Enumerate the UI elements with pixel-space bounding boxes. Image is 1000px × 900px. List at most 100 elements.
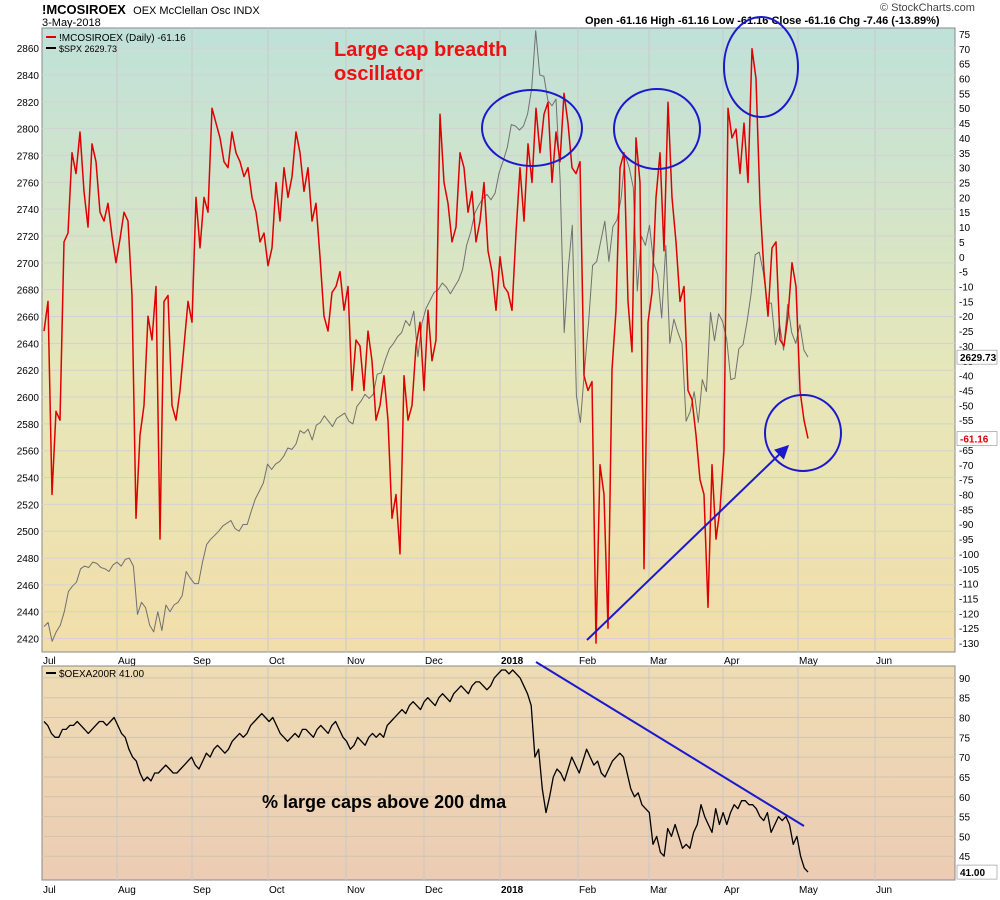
right-axis-tick-label: -65 [959,446,974,457]
x-axis-tick-label: Mar [650,656,668,667]
right-axis-tick-label: -85 [959,505,974,516]
x-axis-tick-label: Feb [579,656,597,667]
right-axis-tick-label: 50 [959,104,971,115]
right-axis-tick-label: 75 [959,733,971,744]
right-axis-tick-label: -25 [959,327,974,338]
left-axis-tick-label: 2460 [17,581,40,592]
right-axis-tick-label: 85 [959,694,971,705]
highlight-circle-mar [613,88,701,170]
chart-date: 3-May-2018 [42,17,101,29]
quote-line: Open -61.16 High -61.16 Low -61.16 Close… [585,15,940,27]
right-axis-tick-label: 55 [959,89,971,100]
x-axis-tick-label: Aug [118,656,136,667]
right-axis-tick-label: -75 [959,476,974,487]
right-axis-tick-label: 50 [959,832,971,843]
x-axis-tick-label: Oct [269,885,285,896]
x-axis-tick-label: Jul [43,656,56,667]
right-axis-tick-label: 10 [959,223,971,234]
left-axis-tick-label: 2420 [17,635,40,646]
x-axis-tick-label: Jun [876,885,892,896]
right-axis-tick-label: 45 [959,852,971,863]
left-axis-tick-label: 2580 [17,420,40,431]
right-axis-tick-label: 60 [959,793,971,804]
x-axis-tick-label: Sep [193,656,211,667]
legend-pct-label: $OEXA200R 41.00 [59,669,144,680]
left-axis-tick-label: 2820 [17,98,40,109]
pct-above-200dma-line [43,669,809,873]
right-axis-tick-label: -125 [959,624,979,635]
left-axis-tick-label: 2640 [17,339,40,350]
legend-osc-label: !MCOSIROEX (Daily) -61.16 [59,33,186,44]
right-axis-tick-label: -120 [959,609,979,620]
pct-last-value-tag-box [956,864,998,880]
right-axis-tick-label: 35 [959,149,971,160]
bottom-panel: 45 50 55 60 65 70 75 80 85 90 Jul Aug Sep Oct Nov Dec 20… [41,665,998,896]
right-axis-tick-label: 60 [959,75,971,86]
right-axis-tick-label: -70 [959,461,974,472]
right-axis-tick-label: 25 [959,179,971,190]
osc-last-value-tag-box [956,431,998,446]
x-axis-tick-label: Feb [579,885,597,896]
left-axis-tick-label: 2780 [17,151,40,162]
osc-last-value-tag: -61.16 [960,435,989,446]
pct-last-value-tag: 41.00 [960,868,985,879]
right-axis-tick-label: -50 [959,401,974,412]
legend-spx-label: $SPX 2629.73 [59,44,117,54]
trend-arrow-up [586,445,790,641]
left-axis-tick-label: 2620 [17,366,40,377]
right-axis-tick-label: 80 [959,714,971,725]
x-axis-tick-label: Nov [347,656,365,667]
x-axis-tick-label: Dec [425,885,443,896]
right-axis-tick-label: 65 [959,60,971,71]
oscillator-line [43,48,809,644]
right-axis-tick-label: -100 [959,550,979,561]
chart-header-symbol: !MCOSIROEX OEX McClellan Osc INDX [42,2,260,17]
x-axis-tick-label: May [799,656,818,667]
x-axis-tick-label: Jul [43,885,56,896]
right-axis-tick-label: -5 [959,268,968,279]
right-axis-tick-label: 20 [959,193,971,204]
x-axis-tick-label: May [799,885,818,896]
left-axis-tick-label: 2520 [17,500,40,511]
left-axis-tick-label: 2480 [17,554,40,565]
right-axis-tick-label: -40 [959,372,974,383]
left-axis-tick-label: 2700 [17,259,40,270]
trend-line-down [535,661,805,827]
right-axis-tick-label: 70 [959,753,971,764]
right-axis-tick-label: 55 [959,813,971,824]
left-axis-tick-label: 2760 [17,178,40,189]
x-axis-tick-label: Mar [650,885,668,896]
x-axis-tick-label: Oct [269,656,285,667]
right-axis-tick-label: 65 [959,773,971,784]
spx-line [43,30,809,642]
left-axis-tick-label: 2540 [17,474,40,485]
left-axis-tick-label: 2660 [17,313,40,324]
x-axis-tick-label: 2018 [501,656,524,667]
right-axis-tick-label: -80 [959,491,974,502]
left-axis-tick-label: 2600 [17,393,40,404]
left-axis-tick-label: 2440 [17,608,40,619]
left-axis-tick-label: 2800 [17,125,40,136]
right-axis-tick-label: 5 [959,238,965,249]
right-axis-tick-label: -30 [959,342,974,353]
right-axis-tick-label: -115 [959,595,979,606]
right-axis-tick-label: -15 [959,297,974,308]
x-axis-tick-label: Nov [347,885,365,896]
right-axis-tick-label: 45 [959,119,971,130]
right-axis-tick-label: -20 [959,312,974,323]
left-axis-tick-label: 2500 [17,527,40,538]
right-axis-tick-label: -95 [959,535,974,546]
left-axis-tick-label: 2740 [17,205,40,216]
highlight-circle-may [764,394,842,472]
right-axis-tick-label: -10 [959,283,974,294]
right-axis-tick-label: -130 [959,639,979,650]
top-panel: 2420244024602480250025202540256025802600… [17,27,998,667]
right-axis-tick-label: -45 [959,387,974,398]
right-axis-tick-label: 15 [959,208,971,219]
left-axis-tick-label: 2840 [17,71,40,82]
right-axis-tick-label: 70 [959,45,971,56]
left-axis-tick-label: 2560 [17,447,40,458]
spx-last-value-tag-box [956,349,998,365]
x-axis-tick-label: Apr [724,885,740,896]
